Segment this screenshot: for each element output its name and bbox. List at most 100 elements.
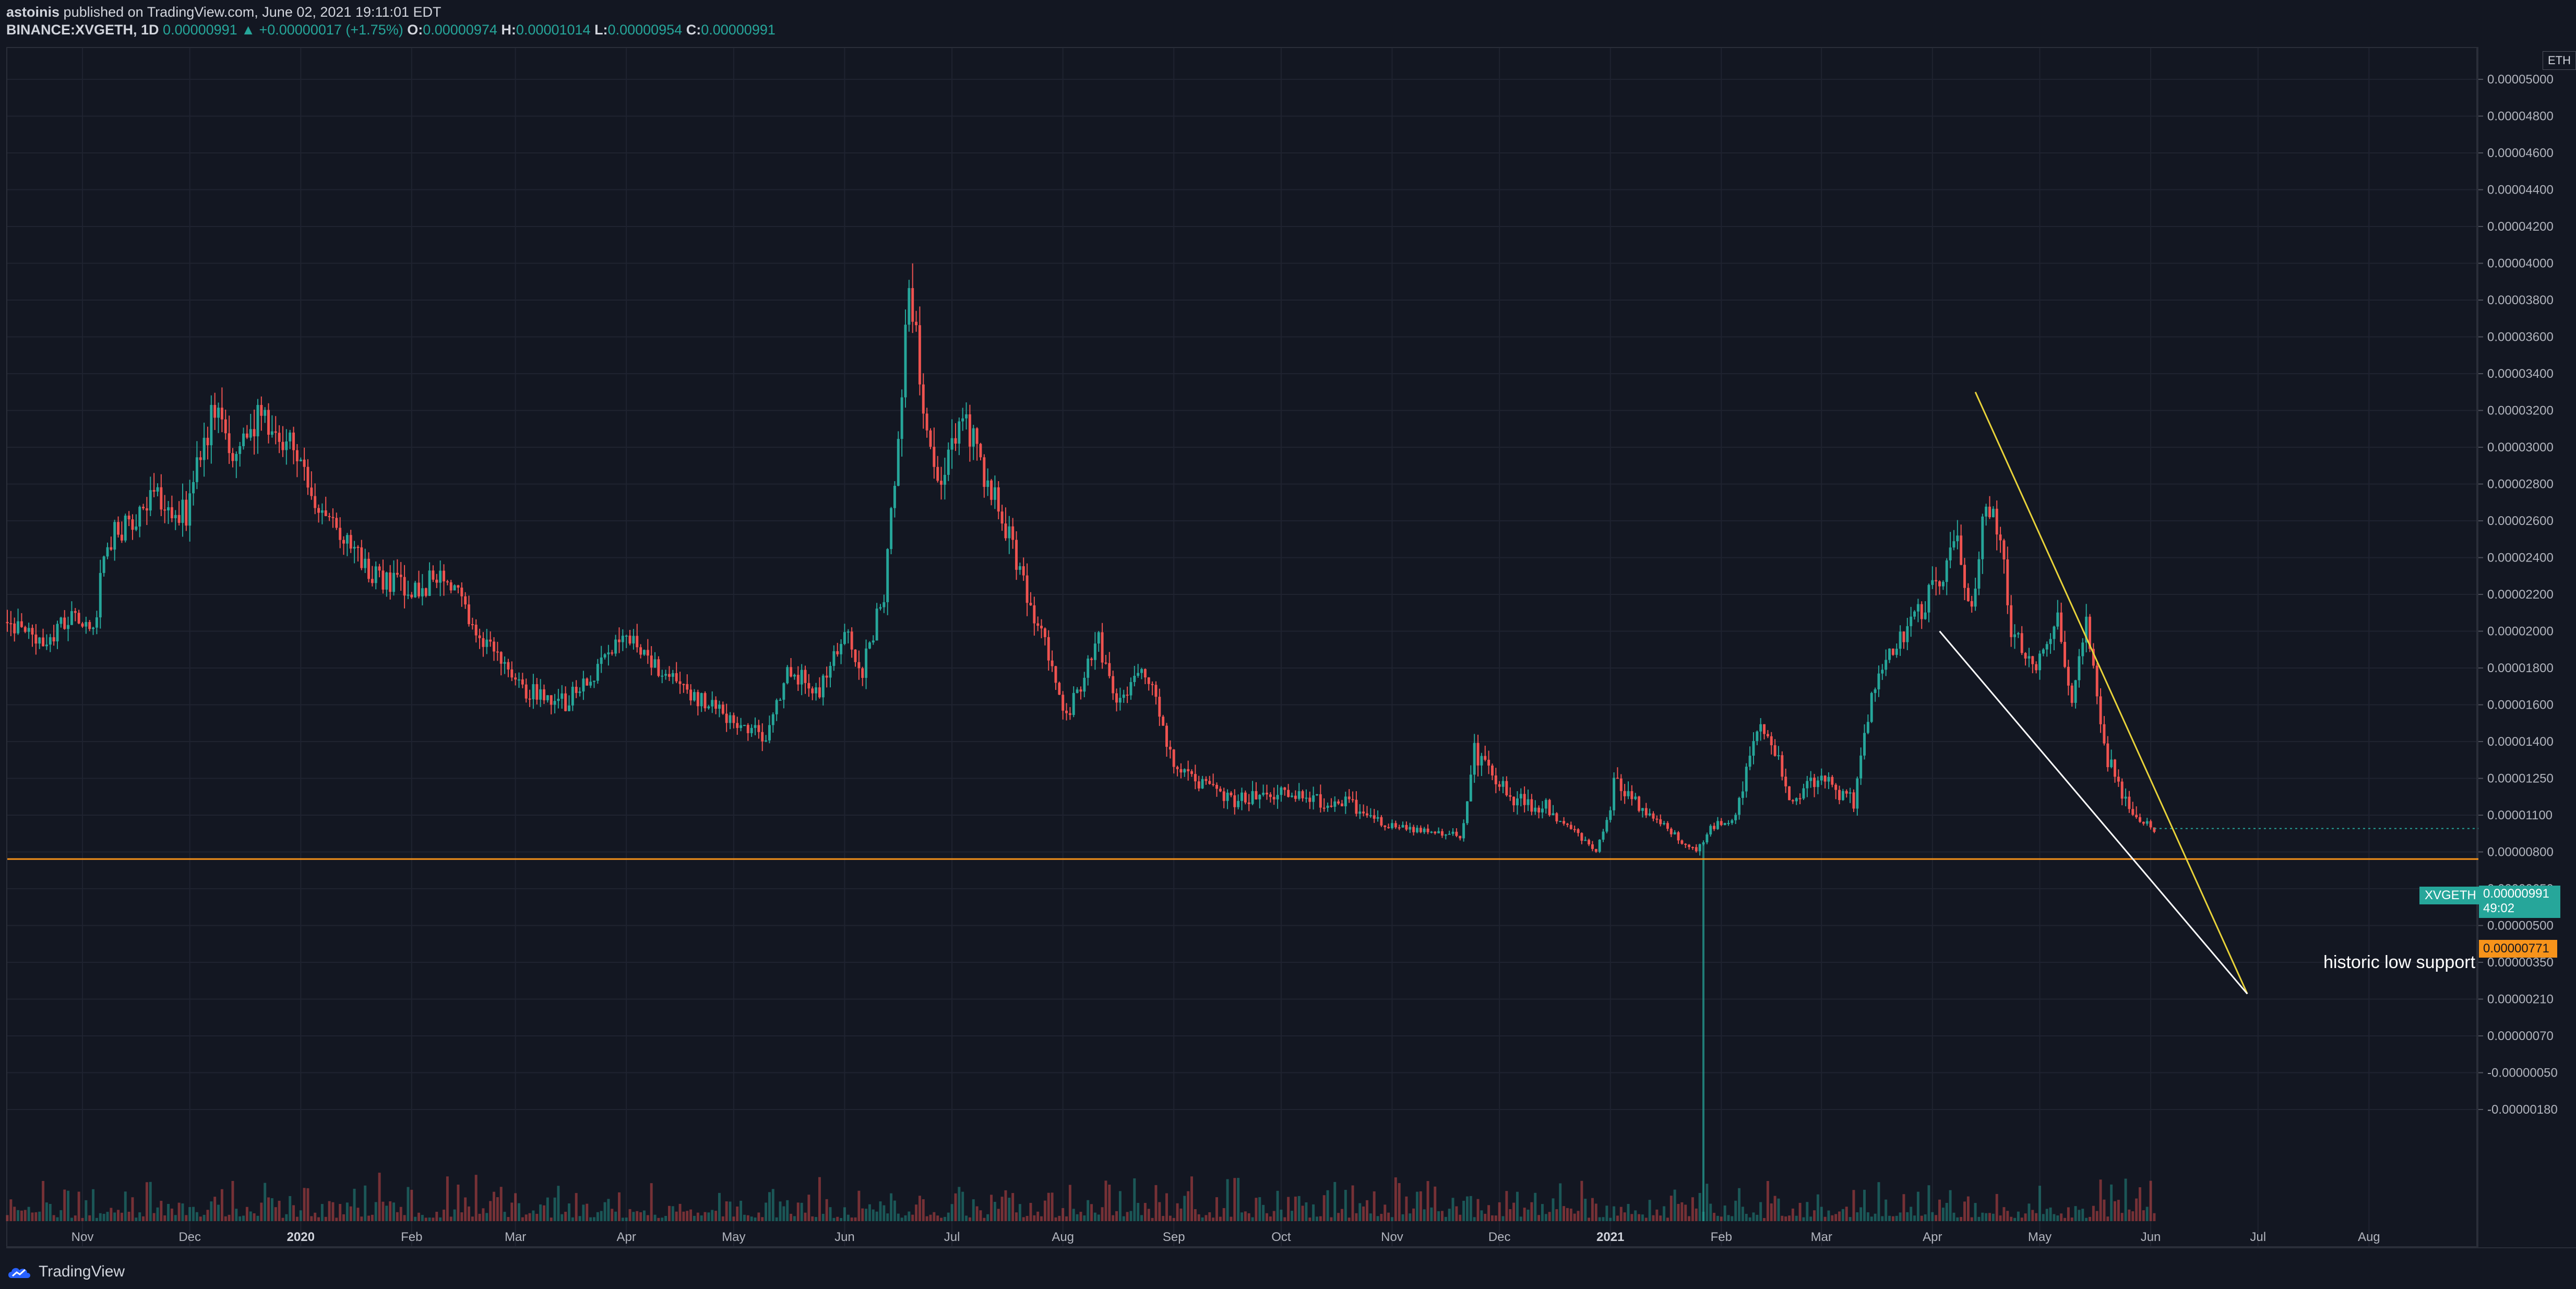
- volume-bar: [1011, 1193, 1015, 1221]
- candle-body: [2002, 540, 2006, 559]
- time-tick-label: Apr: [616, 1230, 636, 1244]
- volume-bar: [1552, 1198, 1555, 1221]
- candle-body: [922, 384, 925, 414]
- volume-bar: [571, 1217, 574, 1221]
- candle-body: [954, 438, 957, 444]
- candle-body: [1877, 673, 1880, 689]
- volume-bar: [364, 1185, 367, 1221]
- candle-body: [1598, 840, 1601, 852]
- volume-bar: [1087, 1200, 1090, 1221]
- time-axis-labels: Nov Dec 2020 Feb Mar Apr May Jun Jul Aug Sep Oct Nov…: [71, 1230, 2380, 1244]
- volume-bar: [149, 1181, 152, 1221]
- price-tick-label: 0.00003800: [2487, 293, 2554, 307]
- volume-bar: [1351, 1185, 1354, 1221]
- volume-bar: [428, 1218, 431, 1221]
- volume-bar: [2099, 1179, 2102, 1221]
- time-tick-label: Jun: [834, 1230, 855, 1244]
- time-axis-divider: [6, 1247, 2576, 1248]
- volume-bar: [1143, 1203, 1147, 1221]
- currency-label[interactable]: ETH: [2543, 51, 2576, 70]
- volume-bar: [2153, 1213, 2156, 1221]
- candle-body: [1362, 811, 1365, 814]
- tradingview-logo[interactable]: TradingView: [6, 1260, 125, 1284]
- volume-bar: [2092, 1206, 2095, 1221]
- candle-body: [1201, 779, 1204, 789]
- volume-bar: [868, 1204, 871, 1221]
- volume-bar: [589, 1217, 592, 1221]
- candle-body: [1126, 695, 1129, 696]
- candle-body: [586, 678, 589, 686]
- volume-bar: [443, 1209, 445, 1221]
- candle-body: [1183, 769, 1186, 773]
- candle-body: [718, 705, 721, 709]
- volume-bar: [1952, 1212, 1955, 1221]
- candle-body: [872, 640, 875, 643]
- volume-bar: [628, 1209, 631, 1221]
- volume-bar: [1401, 1214, 1404, 1221]
- volume-bar: [1190, 1176, 1193, 1221]
- candle-body: [1720, 821, 1723, 825]
- candle-body: [74, 611, 77, 613]
- candle-body: [92, 627, 95, 629]
- candle-body: [543, 689, 545, 700]
- candle-body: [1137, 673, 1140, 676]
- volume-bar: [757, 1212, 760, 1221]
- candle-body: [2035, 664, 2038, 671]
- candle-body: [1588, 840, 1591, 844]
- volume-bar: [2142, 1210, 2145, 1221]
- candle-body: [414, 582, 417, 598]
- volume-bar: [528, 1213, 531, 1221]
- support-annotation[interactable]: historic low support: [2323, 952, 2476, 972]
- candle-body: [1569, 825, 1572, 829]
- candle-body: [1738, 797, 1741, 815]
- candle-body: [235, 453, 238, 461]
- symbol-label[interactable]: BINANCE:XVGETH, 1D: [6, 22, 159, 38]
- candle-body: [1669, 829, 1673, 834]
- candle-body: [1287, 790, 1290, 797]
- candle-body: [925, 413, 928, 431]
- time-tick-label: May: [2028, 1230, 2052, 1244]
- candle-body: [52, 637, 55, 642]
- candle-body: [975, 428, 979, 444]
- candle-body: [689, 689, 693, 701]
- candle-body: [986, 480, 989, 487]
- volume-bar: [152, 1213, 156, 1221]
- candle-body: [1437, 831, 1440, 833]
- candle-body: [1881, 670, 1884, 674]
- candle-body: [1108, 663, 1111, 676]
- candle-body: [503, 662, 506, 664]
- volume-bar: [464, 1197, 467, 1221]
- volume-bar: [52, 1215, 55, 1221]
- volume-bar: [1072, 1209, 1075, 1221]
- candle-body: [1745, 767, 1748, 792]
- volume-bar: [582, 1204, 585, 1221]
- volume-bar: [2085, 1218, 2088, 1221]
- volume-bar: [1405, 1196, 1408, 1221]
- candle-body: [1172, 749, 1175, 767]
- candle-body: [611, 652, 614, 654]
- candle-body: [407, 594, 410, 596]
- volume-bar: [1795, 1215, 1798, 1221]
- volume-bar: [192, 1207, 195, 1221]
- candle-body: [539, 689, 542, 700]
- volume-bar: [1412, 1208, 1415, 1221]
- volume-bar: [249, 1211, 252, 1221]
- volume-bar: [1151, 1218, 1154, 1221]
- candle-body: [1988, 506, 1991, 518]
- candle-body: [2135, 815, 2138, 817]
- volume-bar: [1841, 1209, 1844, 1221]
- candle-body: [228, 433, 231, 453]
- candle-body: [88, 622, 91, 629]
- chart-pane[interactable]: [6, 47, 2477, 1247]
- volume-bar: [2049, 1207, 2052, 1221]
- candle-body: [761, 732, 764, 742]
- volume-bar: [1283, 1217, 1286, 1221]
- candle-body: [238, 446, 242, 454]
- volume-bar: [1409, 1213, 1412, 1221]
- candle-body: [206, 437, 209, 446]
- candle-body: [167, 507, 170, 511]
- volume-bar: [1877, 1182, 1880, 1221]
- author-name[interactable]: astoinis: [6, 4, 60, 20]
- volume-bar: [2103, 1199, 2106, 1221]
